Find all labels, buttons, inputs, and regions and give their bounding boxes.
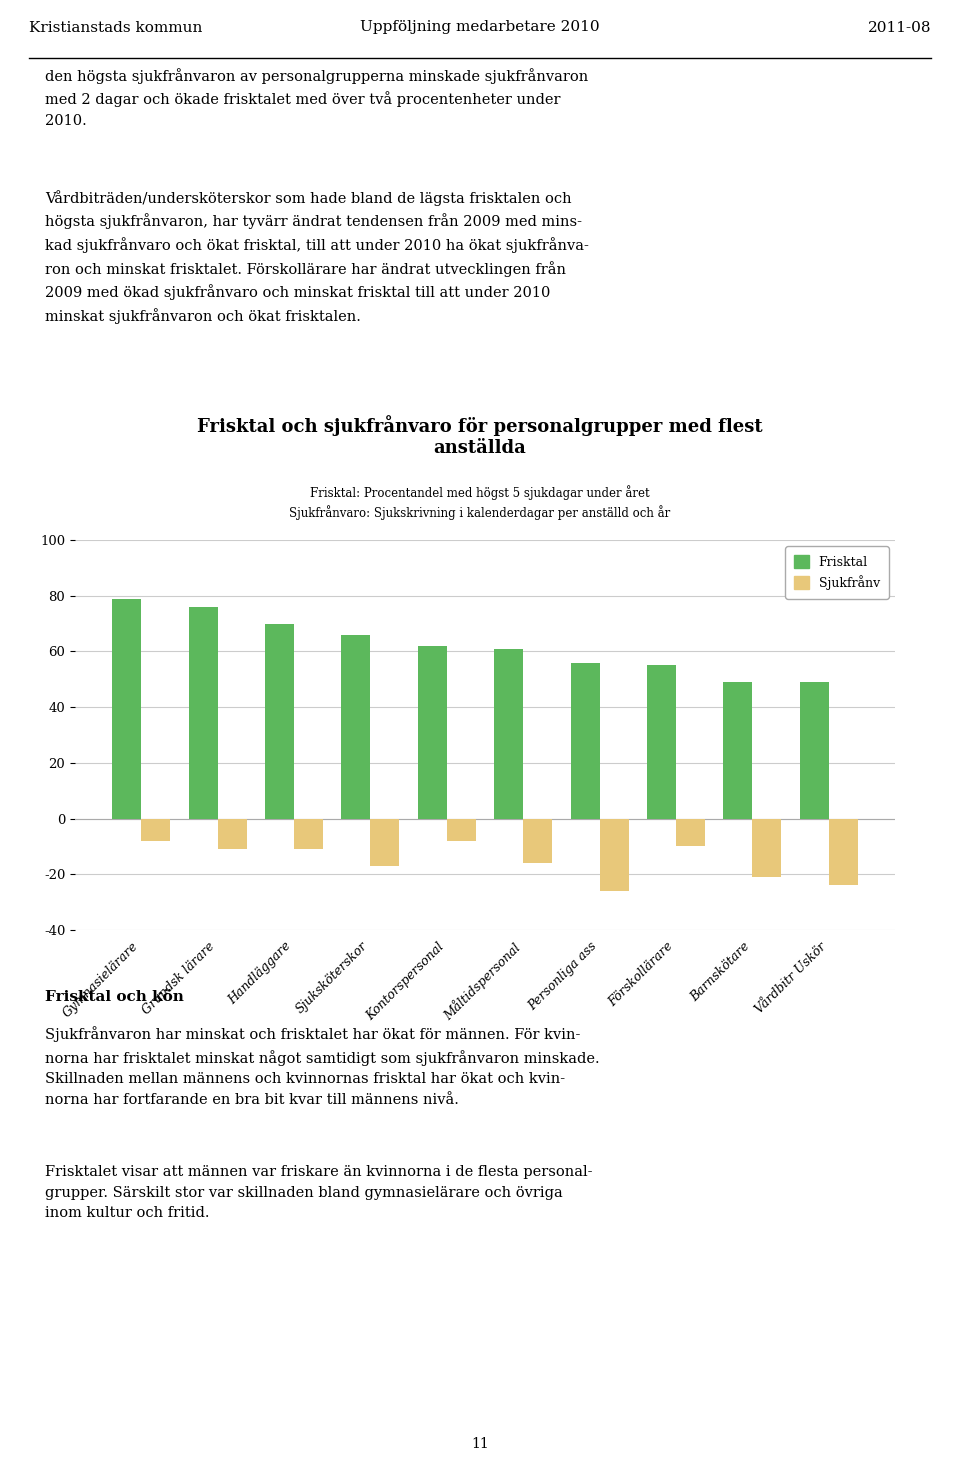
Bar xyxy=(723,682,753,818)
Bar xyxy=(371,818,399,865)
Text: den högsta sjukfrånvaron av personalgrupperna minskade sjukfrånvaron
med 2 dagar: den högsta sjukfrånvaron av personalgrup… xyxy=(45,68,588,128)
Bar xyxy=(828,818,857,886)
Bar xyxy=(418,646,446,818)
Bar xyxy=(600,818,629,892)
Bar xyxy=(494,649,523,818)
Bar xyxy=(265,623,294,818)
Text: Kristianstads kommun: Kristianstads kommun xyxy=(29,21,203,34)
Bar xyxy=(647,665,676,818)
Text: Vårdbiträden/undersköterskor som hade bland de lägsta frisktalen och
högsta sjuk: Vårdbiträden/undersköterskor som hade bl… xyxy=(45,190,588,323)
Text: Uppföljning medarbetare 2010: Uppföljning medarbetare 2010 xyxy=(360,21,600,34)
Bar xyxy=(112,598,141,818)
Bar xyxy=(342,635,371,818)
Bar xyxy=(570,663,600,818)
Bar xyxy=(294,818,324,849)
Bar xyxy=(446,818,476,840)
Bar xyxy=(800,682,828,818)
Text: Frisktal: Procentandel med högst 5 sjukdagar under året
Sjukfrånvaro: Sjukskrivn: Frisktal: Procentandel med högst 5 sjukd… xyxy=(289,485,671,520)
Bar xyxy=(218,818,247,849)
Bar xyxy=(141,818,170,840)
Legend: Frisktal, Sjukfrånv: Frisktal, Sjukfrånv xyxy=(785,546,889,598)
Bar xyxy=(523,818,552,864)
Text: 11: 11 xyxy=(471,1438,489,1451)
Text: Frisktal och kön: Frisktal och kön xyxy=(45,990,184,1003)
Text: 2011-08: 2011-08 xyxy=(868,21,931,34)
Text: Sjukfrånvaron har minskat och frisktalet har ökat för männen. För kvin-
norna ha: Sjukfrånvaron har minskat och frisktalet… xyxy=(45,1027,600,1108)
Text: Frisktalet visar att männen var friskare än kvinnorna i de flesta personal-
grup: Frisktalet visar att männen var friskare… xyxy=(45,1165,592,1221)
Text: Frisktal och sjukfrånvaro för personalgrupper med flest
anställda: Frisktal och sjukfrånvaro för personalgr… xyxy=(197,416,763,457)
Bar xyxy=(676,818,705,846)
Bar xyxy=(189,607,218,818)
Bar xyxy=(753,818,781,877)
